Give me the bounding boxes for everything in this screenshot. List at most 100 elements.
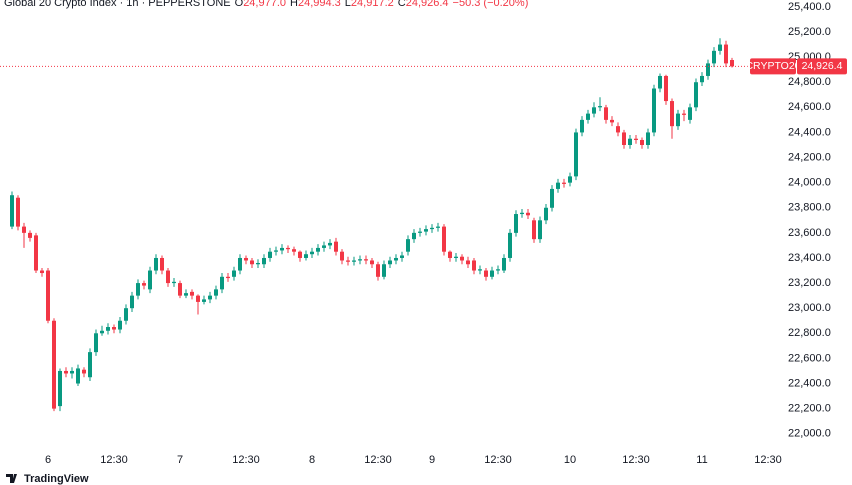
header: Global 20 Crypto Index · 1h · PEPPERSTON… (4, 0, 528, 9)
candle-body (424, 229, 428, 232)
candle-body (88, 352, 92, 378)
y-tick-label: 22,000.0 (788, 428, 831, 440)
y-tick-label: 23,800.0 (788, 202, 831, 214)
y-tick-label: 24,600.0 (788, 101, 831, 113)
candle-body (460, 256, 464, 261)
candle (250, 257, 254, 269)
candle-body (328, 242, 332, 246)
x-tick-label: 12:30 (484, 454, 512, 466)
candle-body (46, 270, 50, 321)
candle (190, 289, 194, 300)
candle (634, 134, 638, 144)
candle (244, 255, 248, 265)
candle (568, 172, 572, 187)
candle-body (376, 264, 380, 277)
candle-body (208, 295, 212, 300)
candle (40, 268, 44, 277)
candle (544, 203, 548, 225)
header-key: L (345, 0, 351, 9)
y-tick-label: 22,400.0 (788, 377, 831, 389)
candle-body (490, 270, 494, 277)
y-tick-label: 22,800.0 (788, 327, 831, 339)
candle (658, 73, 662, 93)
candle (184, 289, 188, 299)
candle (28, 230, 32, 242)
candle-body (352, 260, 356, 262)
candle (520, 209, 524, 218)
candle (34, 232, 38, 274)
header-value: 24,926.4 (406, 0, 449, 9)
candle (394, 254, 398, 265)
candle (352, 256, 356, 266)
x-tick-label: 12:30 (754, 454, 782, 466)
candle-body (586, 113, 590, 120)
candle-body (220, 276, 224, 290)
candle (694, 78, 698, 112)
candle (64, 367, 68, 378)
candle (364, 255, 368, 265)
candle-body (730, 60, 734, 67)
candle (22, 222, 26, 248)
candle-body (670, 101, 674, 127)
candle (388, 256, 392, 269)
candle-body (436, 226, 440, 228)
candle (160, 255, 164, 275)
candle (148, 266, 152, 294)
candle (358, 255, 362, 265)
candle (118, 316, 122, 334)
candle (226, 273, 230, 282)
candle-body (556, 182, 560, 189)
candle-body (364, 259, 368, 261)
candle (136, 279, 140, 300)
candle-body (508, 232, 512, 258)
candle-body (304, 254, 308, 258)
candle (346, 256, 350, 266)
x-tick-label: 11 (696, 454, 707, 466)
candle (370, 257, 374, 269)
candle-body (292, 249, 296, 252)
header-key: H (290, 0, 298, 9)
candle-body (226, 276, 230, 279)
candle-body (598, 106, 602, 108)
candle (712, 47, 716, 68)
candle (490, 266, 494, 280)
candle-body (100, 330, 104, 334)
candle-body (430, 227, 434, 230)
candle-body (634, 138, 638, 140)
candle-body (400, 255, 404, 258)
candle (70, 367, 74, 379)
candle-body (22, 226, 26, 233)
candle (430, 224, 434, 233)
price-label: 24,926.4 (802, 60, 843, 72)
candle-body (532, 220, 536, 240)
header-key: C (398, 0, 406, 9)
candle-body (472, 260, 476, 271)
candle-body (124, 308, 128, 321)
candle-body (106, 327, 110, 331)
candle (550, 185, 554, 212)
candle (292, 246, 296, 256)
candle-body (676, 113, 680, 127)
header-value: 24,977.0 (243, 0, 286, 9)
candle (46, 268, 50, 324)
candle (586, 109, 590, 124)
candle (106, 323, 110, 335)
candle-body (130, 295, 134, 309)
candle-body (610, 119, 614, 123)
y-tick-label: 23,600.0 (788, 227, 831, 239)
candle-body (454, 256, 458, 258)
header-value: 24,917.2 (351, 0, 394, 9)
candle-body (550, 188, 554, 208)
candle-body (274, 250, 278, 252)
candle (112, 324, 116, 334)
candle (496, 265, 500, 275)
candle-body (694, 82, 698, 108)
candle-body (298, 251, 302, 258)
candle (706, 59, 710, 80)
x-tick-label: 6 (45, 454, 51, 466)
candle-body (604, 107, 608, 120)
candle (322, 241, 326, 252)
candle-body (82, 369, 86, 374)
candle-body (370, 260, 374, 265)
